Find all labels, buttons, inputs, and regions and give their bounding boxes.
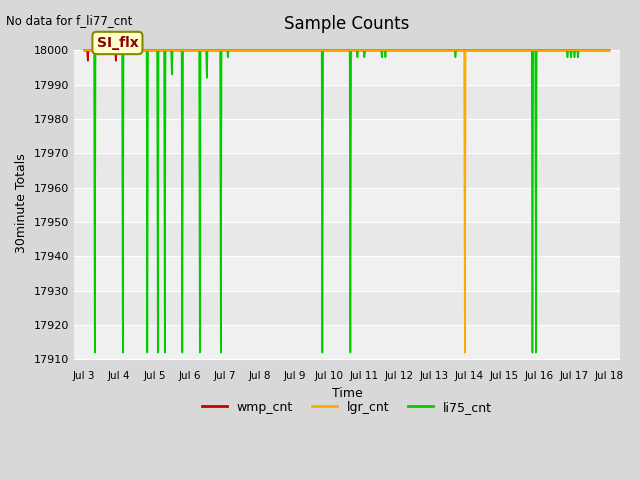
Text: SI_flx: SI_flx bbox=[97, 36, 138, 50]
Bar bbox=[74, 119, 620, 154]
X-axis label: Time: Time bbox=[332, 387, 362, 400]
Bar bbox=[74, 222, 620, 256]
Title: Sample Counts: Sample Counts bbox=[284, 15, 410, 33]
Bar bbox=[74, 256, 620, 291]
Y-axis label: 30minute Totals: 30minute Totals bbox=[15, 153, 28, 253]
Bar bbox=[74, 50, 620, 85]
Bar bbox=[74, 85, 620, 119]
Bar bbox=[74, 325, 620, 360]
Text: No data for f_li77_cnt: No data for f_li77_cnt bbox=[6, 14, 132, 27]
Bar bbox=[74, 154, 620, 188]
Bar bbox=[74, 188, 620, 222]
Bar bbox=[74, 291, 620, 325]
Legend: wmp_cnt, lgr_cnt, li75_cnt: wmp_cnt, lgr_cnt, li75_cnt bbox=[196, 396, 497, 419]
